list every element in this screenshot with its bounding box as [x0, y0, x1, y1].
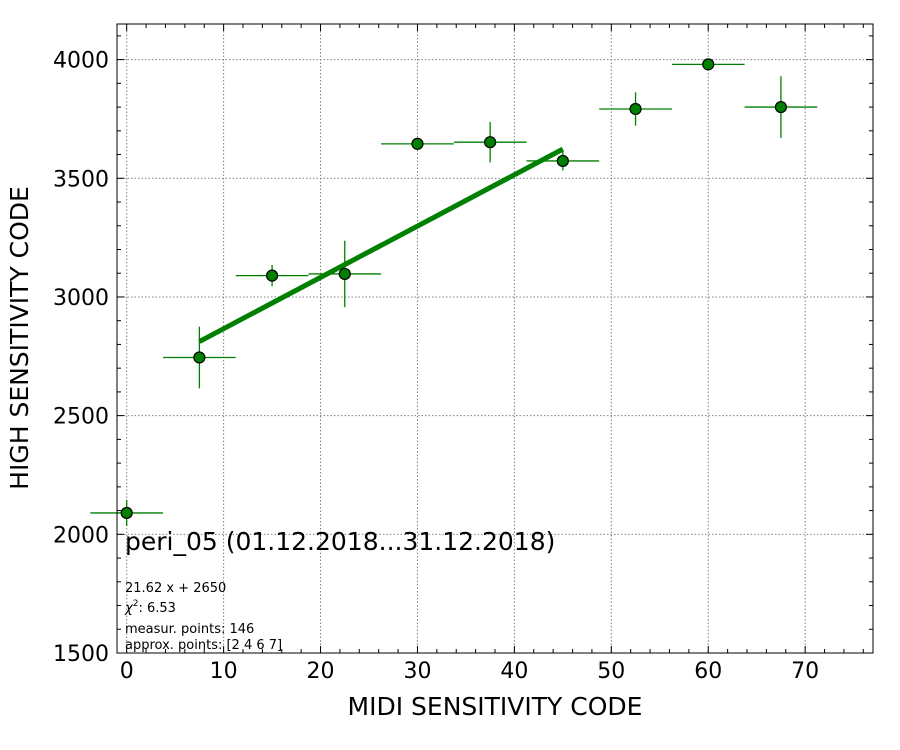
- x-tick-label: 60: [694, 659, 722, 684]
- data-point: [338, 267, 351, 281]
- data-point: [193, 351, 206, 364]
- y-tick-label: 3000: [53, 286, 109, 311]
- y-tick-label: 4000: [53, 49, 109, 74]
- x-tick-label: 30: [403, 659, 431, 684]
- data-point: [774, 100, 788, 114]
- annotation-fit-equation: 21.62 x + 2650: [125, 581, 226, 596]
- data-point: [702, 58, 715, 71]
- chi-symbol: χ: [124, 601, 134, 616]
- x-tick-label: 20: [307, 659, 335, 684]
- data-point: [411, 137, 424, 150]
- x-tick-label: 50: [597, 659, 625, 684]
- x-axis-title: MIDI SENSITIVITY CODE: [348, 692, 643, 721]
- annotation-measur-points: measur. points: 146: [125, 622, 254, 637]
- y-tick-label: 3500: [53, 167, 109, 192]
- y-tick-label: 2000: [53, 523, 109, 548]
- x-tick-label: 70: [791, 659, 819, 684]
- data-points: [120, 58, 788, 520]
- fit-line-group: [198, 146, 565, 344]
- annotation-title: peri_05 (01.12.2018...31.12.2018): [125, 527, 555, 556]
- x-tick-label: 0: [120, 659, 134, 684]
- tick-labels: 0 10 20 30 40 50 60 70 1500 2000 2500 3000 3500 4000: [53, 49, 819, 684]
- plot-frame: [116, 23, 874, 654]
- data-point: [556, 154, 569, 168]
- annotation-chi-square: χ2: 6.53: [124, 599, 176, 616]
- x-tick-label: 40: [500, 659, 528, 684]
- y-tick-label: 2500: [53, 405, 109, 430]
- y-tick-label: 1500: [53, 642, 109, 667]
- axis-ticks: [117, 24, 873, 654]
- fit-line: [198, 146, 565, 344]
- data-point: [629, 102, 642, 116]
- data-point: [120, 506, 133, 520]
- grid: [117, 24, 873, 653]
- chi-exponent: 2: [133, 599, 139, 609]
- chi-value: : 6.53: [138, 601, 175, 616]
- x-tick-label: 10: [210, 659, 238, 684]
- annotation-approx-points: approx. points: [2 4 6 7]: [125, 638, 282, 653]
- data-point: [265, 269, 279, 282]
- y-axis-title: HIGH SENSITIVITY CODE: [5, 186, 34, 490]
- data-point: [484, 136, 497, 149]
